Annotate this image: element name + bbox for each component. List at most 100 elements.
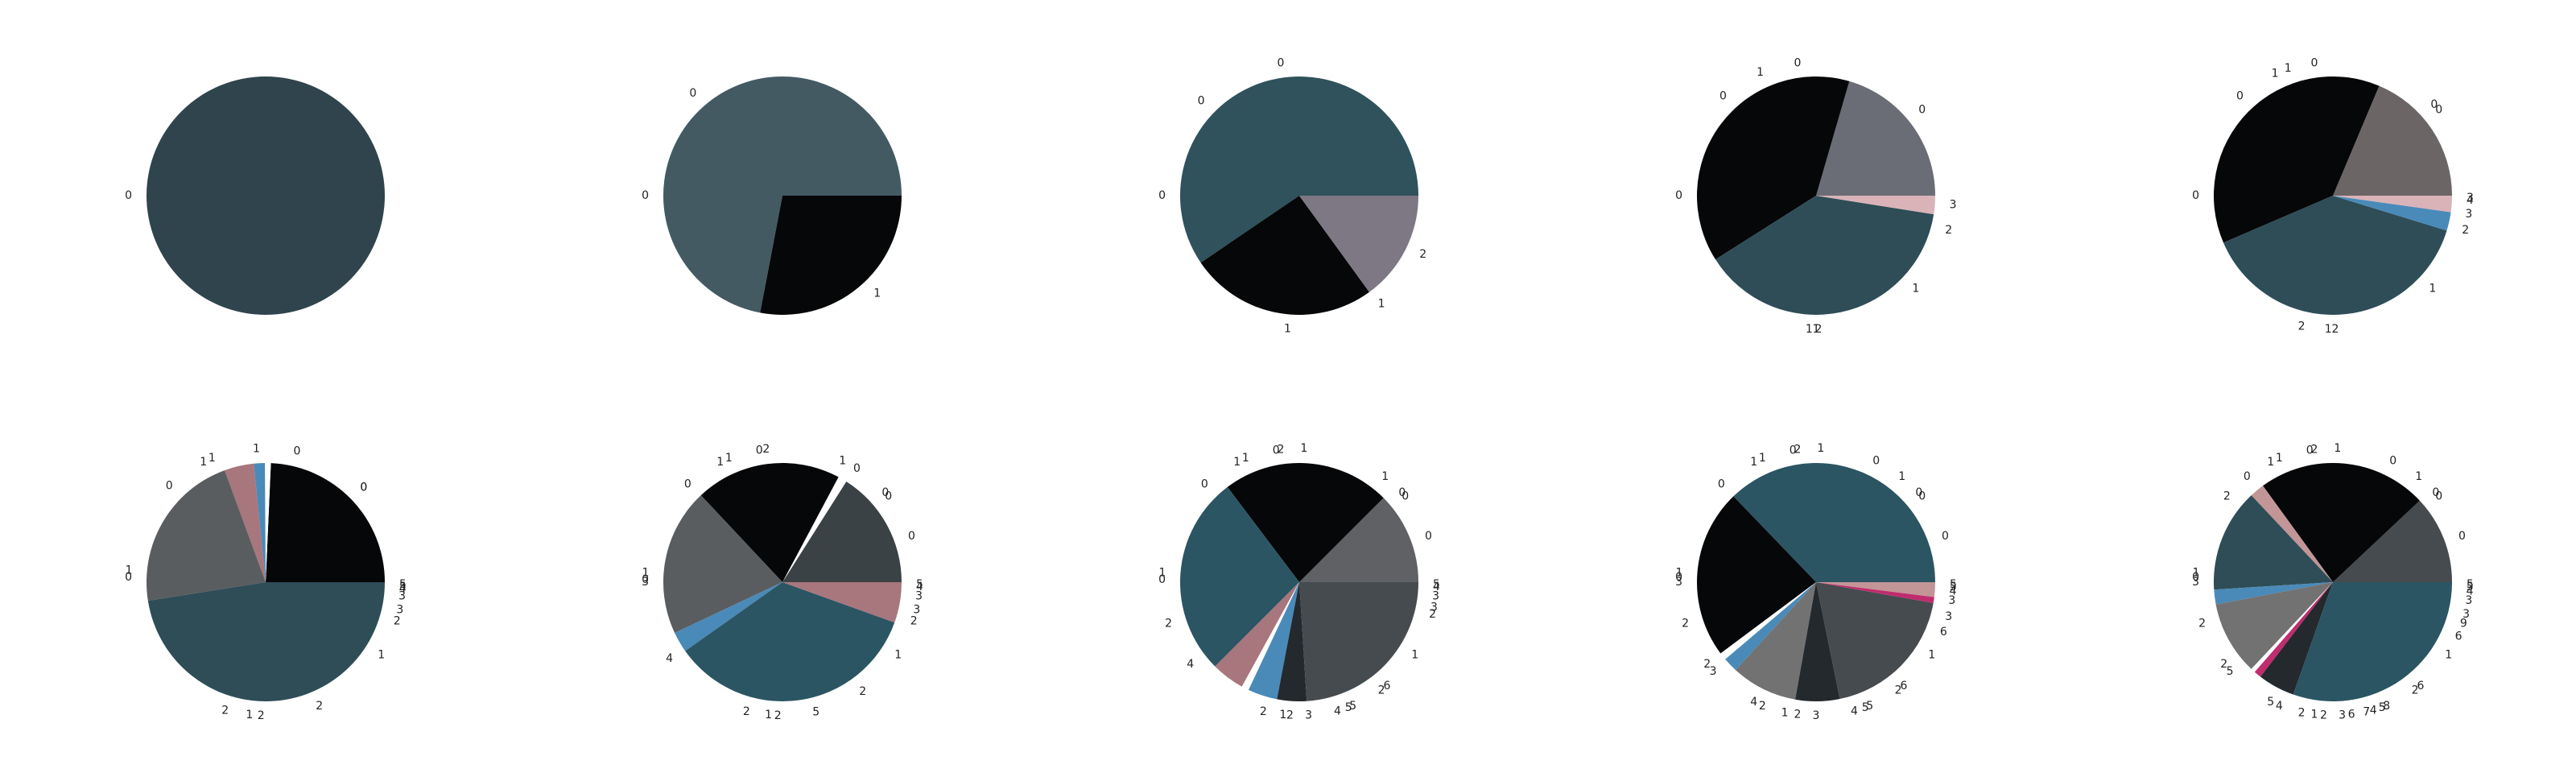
pie-7-label-25: 5 xyxy=(916,578,923,591)
pie-5-label-14: 4 xyxy=(2467,194,2474,207)
pie-10-label-31: 6 xyxy=(2417,680,2425,692)
pie-8-label-3: 0 xyxy=(1398,486,1406,499)
pie-9-label-34: 5 xyxy=(1950,578,1957,591)
pie-9-label-5: 0 xyxy=(1872,455,1880,468)
pie-9-slice-7 xyxy=(1816,582,1934,700)
pie-7-label-17: 2 xyxy=(774,709,782,722)
pie-6-label-11: 1 xyxy=(246,709,253,721)
pie-8-label-18: 3 xyxy=(1305,709,1312,722)
pie-7-label-18: 5 xyxy=(812,706,819,719)
pie-5-label-12: 2 xyxy=(2462,224,2469,237)
pie-chart-2: 0 0 1 xyxy=(642,76,902,316)
pie-2-label-3: 1 xyxy=(873,287,881,300)
pie-9-label-20: 1 xyxy=(1781,706,1789,719)
pie-6-label-19: 5 xyxy=(399,581,407,593)
pie-6-label-13: 2 xyxy=(316,700,323,713)
pie-6-label-15: 2 xyxy=(394,615,401,628)
pie-6-label-20: 5 xyxy=(399,578,407,591)
pie-7-label-24: 4 xyxy=(916,581,923,593)
pie-10-label-30: 2 xyxy=(2412,684,2419,697)
pie-9-label-21: 2 xyxy=(1794,708,1801,721)
pie-8-label-4: 1 xyxy=(1381,470,1389,483)
pie-7-label-9: 1 xyxy=(716,456,724,469)
pie-10-slice-2 xyxy=(2263,463,2420,582)
pie-10-label-19: 5 xyxy=(2267,696,2274,709)
pie-2-slice-2 xyxy=(760,196,902,316)
pie-6-label-12: 2 xyxy=(258,709,265,722)
pie-5-label-3: 0 xyxy=(2310,57,2318,70)
pie-10-slice-8 xyxy=(2254,582,2333,677)
pie-9-label-14: 3 xyxy=(1675,576,1682,589)
pie-4-slice-3 xyxy=(1715,196,1934,315)
pie-7-label-3: 0 xyxy=(881,486,889,499)
pie-9-label-32: 4 xyxy=(1950,585,1957,598)
pie-10-label-33: 6 xyxy=(2455,630,2462,643)
pie-8-slice-8 xyxy=(1299,582,1418,701)
pie-9-label-19: 2 xyxy=(1759,700,1766,713)
pie-7-label-7: 0 xyxy=(756,444,763,457)
pie-4-label-1: 0 xyxy=(1918,103,1926,116)
pie-10-label-37: 4 xyxy=(2467,585,2474,598)
pie-9-label-11: 0 xyxy=(1718,478,1725,491)
pie-9-label-13: 0 xyxy=(1675,571,1682,584)
pie-9-label-6: 1 xyxy=(1817,442,1824,455)
pie-8-label-5: 1 xyxy=(1300,442,1307,455)
pie-10-slice-5 xyxy=(2214,582,2333,605)
pie-8-slice-2 xyxy=(1227,463,1384,582)
pie-8-label-27: 3 xyxy=(1432,589,1439,602)
pie-5-slice-5 xyxy=(2333,196,2452,213)
pie-10-label-34: 9 xyxy=(2460,617,2467,630)
pie-7-label-4: 0 xyxy=(853,462,861,475)
pie-4-label-3: 1 xyxy=(1757,66,1764,79)
pie-3-label-5: 1 xyxy=(1378,297,1385,310)
pie-5-label-4: 1 xyxy=(2285,62,2292,75)
pie-9-label-24: 5 xyxy=(1862,701,1869,714)
pie-9-label-3: 0 xyxy=(1915,486,1922,499)
pie-4-label-2: 0 xyxy=(1794,57,1801,70)
pie-10-label-27: 4 xyxy=(2370,705,2377,717)
pie-10-label-29: 8 xyxy=(2383,700,2390,713)
pie-4-slice-4 xyxy=(1816,196,1935,215)
pie-9-label-10: 1 xyxy=(1750,456,1757,469)
pie-9-label-29: 6 xyxy=(1940,626,1947,639)
pie-8-label-10: 0 xyxy=(1201,478,1208,491)
pie-10-label-9: 1 xyxy=(2276,452,2283,465)
pie-8-label-19: 4 xyxy=(1334,705,1341,717)
pie-8-label-1: 0 xyxy=(1425,530,1432,543)
pie-10-label-15: 3 xyxy=(2192,576,2199,589)
pie-5-label-10: 2 xyxy=(2331,323,2339,336)
pie-8-label-7: 0 xyxy=(1273,444,1280,457)
pie-10-label-6: 1 xyxy=(2334,442,2341,455)
pie-9-label-16: 2 xyxy=(1703,658,1711,671)
pie-9-slice-5 xyxy=(1736,582,1816,700)
pie-8-label-2: 0 xyxy=(1402,490,1409,502)
pie-10-label-4: 1 xyxy=(2415,470,2422,483)
pie-9-label-25: 5 xyxy=(1866,700,1873,713)
pie-5-label-13: 3 xyxy=(2465,208,2472,221)
pie-9-label-30: 3 xyxy=(1945,610,1952,623)
pie-9-label-28: 1 xyxy=(1928,648,1935,661)
pie-10-label-21: 2 xyxy=(2298,706,2306,719)
pie-8-label-28: 4 xyxy=(1433,581,1440,593)
pie-6-label-17: 3 xyxy=(398,589,406,602)
pie-9-label-31: 3 xyxy=(1948,594,1955,607)
pie-7-label-14: 4 xyxy=(666,652,673,665)
pie-7-slice-6 xyxy=(685,582,895,701)
pie-6-label-5: 1 xyxy=(208,452,216,465)
pie-5-slice-4 xyxy=(2333,196,2451,231)
pie-4-slice-1 xyxy=(1816,81,1935,196)
pie-10-label-36: 3 xyxy=(2465,594,2472,607)
pie-7-label-5: 1 xyxy=(839,455,846,468)
pie-10-label-11: 0 xyxy=(2244,470,2251,483)
pie-8-slice-4 xyxy=(1215,582,1299,687)
pie-10-label-38: 5 xyxy=(2467,581,2474,593)
pie-4-label-8: 2 xyxy=(1814,323,1822,336)
pie-10-label-24: 3 xyxy=(2339,709,2346,722)
pie-5-slice-2 xyxy=(2213,76,2380,243)
pie-7-label-8: 1 xyxy=(725,452,733,465)
pie-8-label-25: 2 xyxy=(1429,608,1436,621)
pie-5-label-11: 1 xyxy=(2429,282,2436,295)
pie-1-label-1: 0 xyxy=(125,189,132,202)
pie-7-slice-3 xyxy=(700,463,839,582)
